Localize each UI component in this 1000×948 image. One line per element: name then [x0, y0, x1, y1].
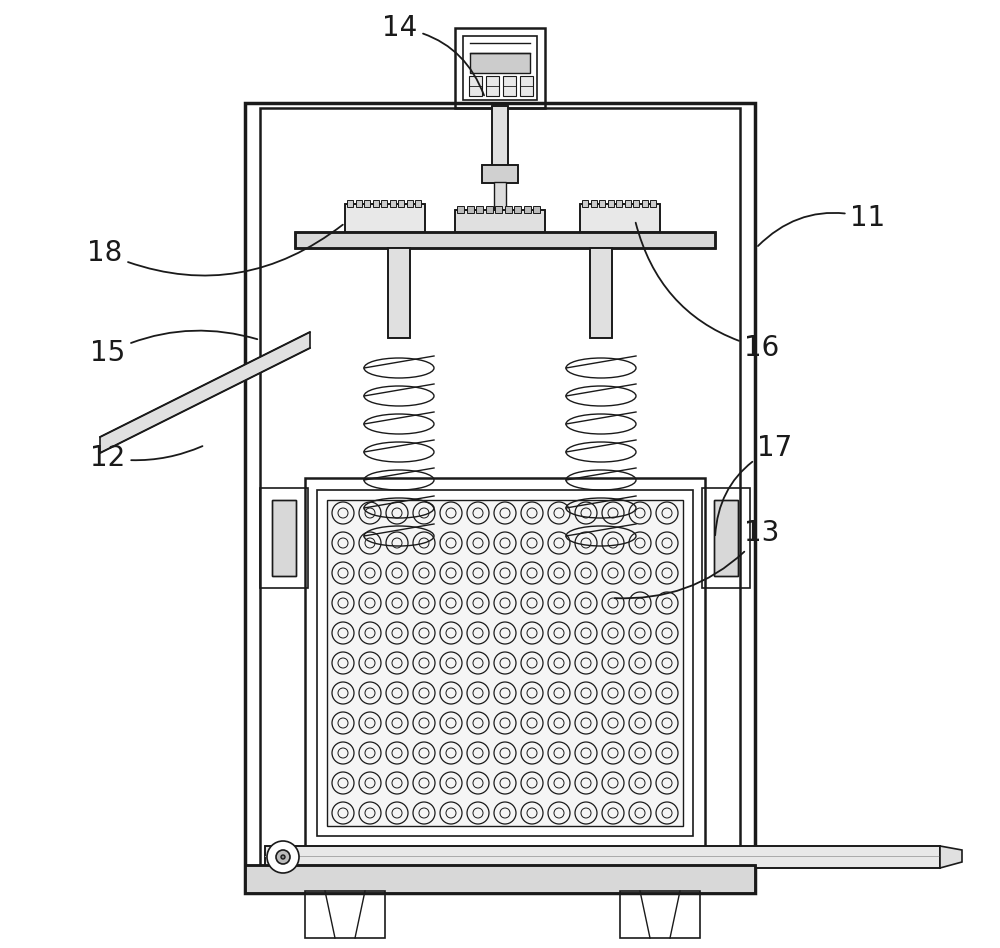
- Bar: [345, 204, 425, 232]
- Bar: [624, 200, 631, 207]
- Text: 16: 16: [636, 223, 780, 362]
- Circle shape: [276, 850, 290, 864]
- Circle shape: [267, 841, 299, 873]
- Bar: [505, 206, 512, 213]
- Bar: [702, 488, 750, 588]
- Bar: [265, 846, 940, 868]
- Polygon shape: [100, 332, 310, 453]
- Bar: [305, 891, 385, 938]
- Bar: [590, 200, 596, 207]
- Bar: [356, 200, 362, 207]
- Bar: [295, 232, 715, 248]
- Bar: [520, 76, 533, 96]
- Bar: [345, 204, 425, 232]
- Text: 12: 12: [90, 444, 202, 472]
- Bar: [633, 200, 639, 207]
- Bar: [494, 182, 506, 228]
- Bar: [455, 210, 545, 232]
- Bar: [327, 500, 683, 826]
- Bar: [245, 103, 755, 893]
- Bar: [388, 248, 410, 338]
- Bar: [381, 200, 387, 207]
- Bar: [265, 846, 940, 868]
- Bar: [524, 206, 530, 213]
- Bar: [590, 248, 612, 338]
- Circle shape: [281, 855, 285, 859]
- Text: 17: 17: [715, 434, 793, 536]
- Bar: [495, 206, 502, 213]
- Bar: [482, 165, 518, 183]
- Bar: [272, 500, 296, 576]
- Bar: [580, 204, 660, 232]
- Bar: [620, 891, 700, 938]
- Bar: [390, 200, 396, 207]
- Bar: [455, 28, 545, 108]
- Bar: [470, 53, 530, 73]
- Bar: [486, 76, 499, 96]
- Bar: [260, 108, 740, 878]
- Bar: [486, 206, 492, 213]
- Bar: [642, 200, 648, 207]
- Bar: [580, 204, 660, 232]
- Text: 18: 18: [87, 225, 343, 276]
- Bar: [582, 200, 588, 207]
- Bar: [406, 200, 413, 207]
- Bar: [388, 248, 410, 338]
- Bar: [415, 200, 421, 207]
- Bar: [590, 248, 612, 338]
- Bar: [245, 865, 755, 893]
- Bar: [599, 200, 605, 207]
- Bar: [476, 206, 483, 213]
- Bar: [295, 232, 715, 248]
- Bar: [492, 106, 508, 168]
- Polygon shape: [940, 846, 962, 868]
- Bar: [272, 500, 296, 576]
- Bar: [714, 500, 738, 576]
- Bar: [364, 200, 370, 207]
- Bar: [372, 200, 378, 207]
- Text: 13: 13: [615, 519, 780, 598]
- Bar: [466, 206, 474, 213]
- Bar: [482, 165, 518, 183]
- Bar: [317, 490, 693, 836]
- Bar: [245, 865, 755, 893]
- Text: 11: 11: [758, 204, 886, 246]
- Bar: [533, 206, 540, 213]
- Bar: [492, 106, 508, 168]
- Bar: [463, 36, 537, 100]
- Bar: [514, 206, 521, 213]
- Bar: [455, 210, 545, 232]
- Bar: [347, 200, 353, 207]
- Bar: [608, 200, 614, 207]
- Bar: [650, 200, 656, 207]
- Bar: [503, 76, 516, 96]
- Bar: [469, 76, 482, 96]
- Bar: [260, 488, 308, 588]
- Bar: [457, 206, 464, 213]
- Bar: [305, 478, 705, 848]
- Text: 14: 14: [382, 14, 484, 96]
- Bar: [616, 200, 622, 207]
- Bar: [398, 200, 404, 207]
- Bar: [714, 500, 738, 576]
- Text: 15: 15: [90, 331, 257, 367]
